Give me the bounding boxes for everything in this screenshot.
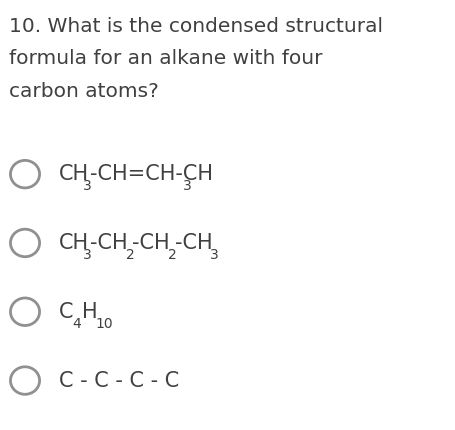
Text: CH: CH: [59, 233, 89, 253]
Text: 3: 3: [83, 248, 91, 262]
Text: 10. What is the condensed structural: 10. What is the condensed structural: [9, 17, 383, 36]
Text: 10: 10: [96, 317, 113, 331]
Text: CH: CH: [59, 164, 89, 184]
Text: C: C: [59, 302, 74, 322]
Text: C - C - C - C: C - C - C - C: [59, 371, 179, 390]
Text: -CH: -CH: [175, 233, 212, 253]
Text: 3: 3: [210, 248, 219, 262]
Text: 2: 2: [168, 248, 177, 262]
Text: 2: 2: [126, 248, 134, 262]
Text: 3: 3: [83, 179, 91, 193]
Text: carbon atoms?: carbon atoms?: [9, 82, 159, 101]
Text: H: H: [82, 302, 97, 322]
Text: -CH=CH-CH: -CH=CH-CH: [90, 164, 213, 184]
Text: formula for an alkane with four: formula for an alkane with four: [9, 49, 323, 68]
Text: -CH: -CH: [132, 233, 170, 253]
Text: 3: 3: [183, 179, 192, 193]
Text: 4: 4: [72, 317, 81, 331]
Text: -CH: -CH: [90, 233, 128, 253]
